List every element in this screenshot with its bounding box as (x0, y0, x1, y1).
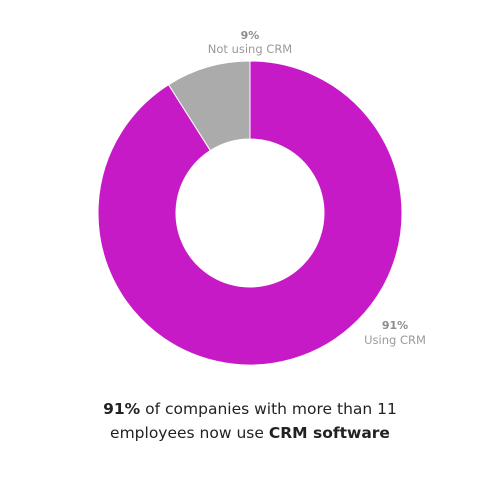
donut-slices (97, 60, 403, 366)
caption-highlight-crm: CRM software (268, 424, 390, 442)
slice-not-using-crm (167, 60, 251, 152)
caption-text-line2: employees now use (110, 424, 269, 442)
slice-label-not-using-pct: 9% (241, 29, 260, 42)
slice-using-crm (97, 60, 403, 366)
slice-label-not-using: Not using CRM (208, 42, 292, 56)
donut-chart: 9% Not using CRM 91% Using CRM (97, 29, 426, 366)
slice-label-using-pct: 91% (382, 319, 408, 332)
caption-text-line1: of companies with more than 11 (140, 400, 397, 418)
slice-label-using: Using CRM (364, 333, 426, 347)
chart-caption: 91% of companies with more than 11 emplo… (0, 397, 500, 445)
caption-highlight-percent: 91% (103, 400, 141, 418)
